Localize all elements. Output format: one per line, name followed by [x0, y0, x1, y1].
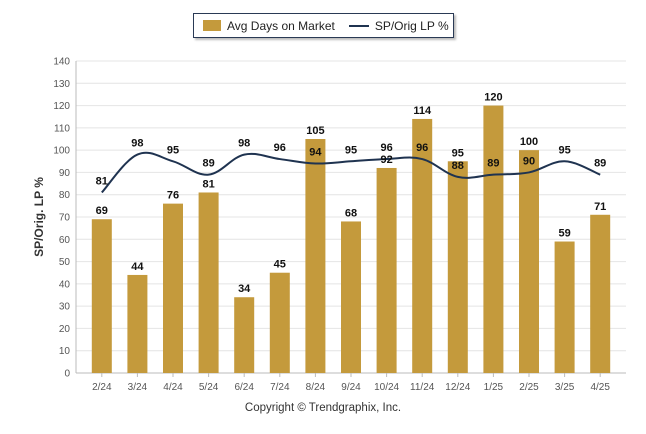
legend-item-bar: Avg Days on Market	[194, 19, 335, 33]
line-series	[101, 151, 601, 194]
line-value-label: 95	[167, 144, 179, 156]
bar-value-label: 120	[484, 92, 502, 104]
bar-value-label: 44	[131, 261, 144, 273]
line-value-label: 98	[131, 138, 143, 150]
bar	[198, 192, 219, 373]
copyright-text: Copyright © Trendgraphix, Inc.	[244, 402, 402, 414]
x-tick-label: 7/24	[270, 382, 290, 393]
y-tick-label: 120	[53, 101, 70, 112]
line-value-label: 95	[558, 144, 570, 156]
line-value-label: 89	[202, 158, 214, 170]
bar	[341, 221, 361, 373]
bar	[412, 118, 433, 373]
bar	[519, 150, 539, 373]
x-tick-label: 1/25	[484, 382, 504, 393]
bar-value-label: 69	[96, 205, 108, 217]
bar-value-label: 71	[594, 201, 606, 213]
x-tick-label: 5/24	[199, 382, 219, 393]
y-axis-title: SP/Orig. LP %	[32, 177, 46, 257]
chart-legend: Avg Days on Market SP/Orig LP %	[193, 13, 454, 38]
line-value-label: 89	[487, 158, 499, 170]
y-tick-label: 130	[53, 79, 70, 90]
x-tick-label: 11/24	[410, 382, 435, 393]
line-value-label: 81	[96, 175, 108, 187]
y-tick-label: 90	[59, 168, 71, 179]
bar-value-label: 59	[558, 228, 570, 240]
bar-value-label: 92	[380, 154, 392, 166]
x-tick-label: 12/24	[445, 382, 470, 393]
x-tick-label: 3/25	[555, 382, 575, 393]
y-tick-label: 10	[59, 346, 71, 357]
y-tick-label: 100	[53, 146, 70, 157]
bar-value-label: 100	[520, 136, 538, 148]
bar-value-label: 95	[452, 147, 464, 159]
bar	[483, 105, 504, 374]
bar	[127, 274, 148, 373]
y-tick-label: 60	[59, 235, 71, 246]
y-tick-label: 40	[59, 279, 71, 290]
line-value-label: 98	[238, 138, 250, 150]
y-tick-label: 140	[53, 57, 70, 68]
legend-line-label: SP/Orig LP %	[374, 18, 449, 33]
x-tick-label: 6/24	[234, 382, 254, 393]
x-tick-label: 9/24	[341, 382, 361, 393]
line-value-label: 96	[274, 142, 286, 154]
line-value-label: 90	[523, 155, 535, 167]
bar	[376, 167, 397, 373]
x-tick-label: 4/24	[163, 382, 183, 393]
legend-bar-swatch	[203, 20, 221, 31]
line-value-label: 96	[380, 142, 392, 154]
bar	[447, 161, 468, 373]
line-value-label: 88	[452, 160, 464, 172]
x-tick-label: 10/24	[374, 382, 399, 393]
y-tick-label: 80	[59, 190, 71, 201]
legend-item-line: SP/Orig LP %	[335, 19, 449, 33]
y-tick-label: 70	[59, 213, 71, 224]
bar	[554, 241, 575, 373]
y-tick-label: 20	[59, 324, 71, 335]
x-tick-label: 2/24	[92, 382, 112, 393]
y-tick-label: 110	[54, 123, 70, 134]
bar	[91, 219, 112, 373]
bar	[590, 214, 611, 373]
x-tick-label: 4/25	[590, 382, 610, 393]
y-tick-label: 50	[59, 257, 71, 268]
x-tick-label: 2/25	[519, 382, 539, 393]
y-tick-label: 0	[64, 369, 70, 380]
bar	[163, 203, 183, 373]
bar	[305, 139, 326, 373]
bar	[234, 297, 255, 373]
bar-value-label: 68	[345, 207, 357, 219]
bar-value-label: 81	[202, 178, 214, 190]
bar-value-label: 76	[167, 190, 179, 202]
line-value-label: 94	[309, 147, 322, 159]
x-tick-label: 8/24	[306, 382, 326, 393]
bar-value-label: 114	[413, 105, 432, 117]
legend-line-swatch	[348, 24, 369, 27]
bar-value-label: 34	[238, 283, 251, 295]
bar-value-label: 45	[274, 259, 286, 271]
legend-bar-label: Avg Days on Market	[227, 18, 335, 33]
bar	[269, 272, 290, 373]
line-value-label: 89	[594, 158, 606, 170]
bar-value-label: 105	[306, 125, 324, 137]
line-value-label: 96	[416, 142, 428, 154]
y-tick-label: 30	[59, 302, 71, 313]
x-tick-label: 3/24	[128, 382, 148, 393]
line-value-label: 95	[345, 144, 357, 156]
